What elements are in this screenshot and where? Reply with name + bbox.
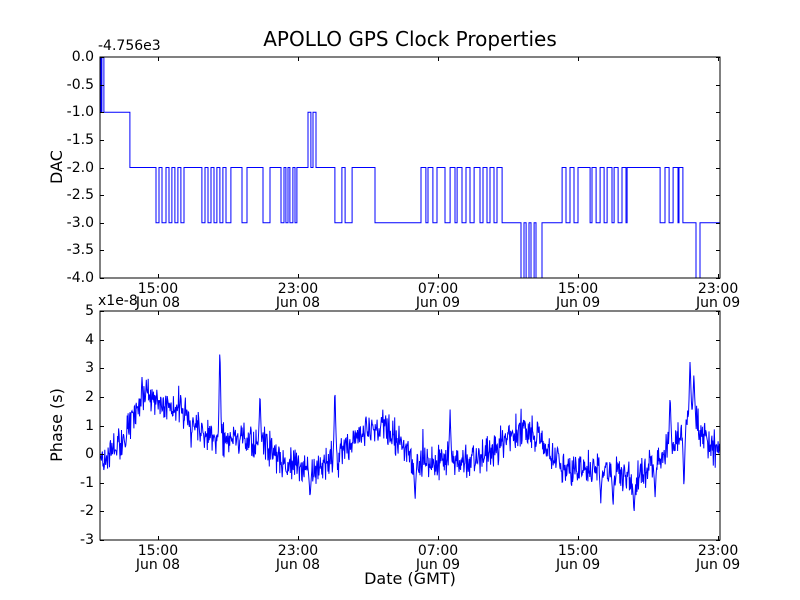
- bottom-y-tick-label-8: -3: [80, 532, 94, 548]
- top-x-tick-label-1: 23:00 Jun 08: [275, 281, 321, 311]
- top-y-tick-label-1: -0.5: [66, 76, 94, 93]
- top-y-tick-label-5: -2.5: [66, 187, 94, 204]
- bottom-y-tick-label-6: -1: [80, 474, 94, 491]
- bottom-x-tick-label-2: 07:00 Jun 09: [415, 543, 461, 573]
- bottom-y-tick-label-1: 4: [85, 331, 94, 348]
- chart-title: APOLLO GPS Clock Properties: [263, 27, 557, 51]
- bottom-x-tick-label-1: 23:00 Jun 08: [275, 543, 321, 573]
- bottom-y-tick-label-0: 5: [85, 303, 94, 319]
- top-y-tick-label-8: -4.0: [66, 270, 94, 286]
- bottom-y-tick-label-3: 2: [85, 388, 94, 405]
- top-y-tick-label-2: -1.0: [66, 104, 94, 121]
- bottom-x-tick-label-4: 23:00 Jun 09: [695, 543, 741, 573]
- bottom-x-tick-label-0: 15:00 Jun 08: [135, 543, 181, 573]
- top-x-tick-label-3: 15:00 Jun 09: [555, 281, 601, 311]
- phase-axis-scale-text: x1e-8: [98, 293, 138, 309]
- dac-axis-offset-text: -4.756e3: [98, 38, 161, 54]
- bottom-y-tick-label-7: -2: [80, 503, 94, 520]
- bottom-y-tick-label-5: 0: [85, 446, 94, 463]
- bottom-y-tick-label-2: 3: [85, 360, 94, 377]
- top-axes-frame: [99, 56, 721, 279]
- top-y-tick-label-6: -3.0: [66, 214, 94, 231]
- dac-series-line: [100, 57, 720, 278]
- top-x-tick-label-0: 15:00 Jun 08: [135, 281, 181, 311]
- top-y-tick-label-0: 0.0: [71, 49, 94, 65]
- bottom-axes-frame: [99, 310, 721, 541]
- phase-series-line: [100, 354, 720, 511]
- bottom-y-tick-label-4: 1: [85, 417, 94, 434]
- top-y-tick-label-7: -3.5: [66, 242, 94, 259]
- top-y-tick-label-3: -1.5: [66, 131, 94, 148]
- top-y-tick-label-4: -2.0: [66, 159, 94, 176]
- bottom-x-tick-label-3: 15:00 Jun 09: [555, 543, 601, 573]
- x-axis-label: Date (GMT): [364, 569, 456, 588]
- top-x-tick-label-4: 23:00 Jun 09: [695, 281, 741, 311]
- top-x-tick-label-2: 07:00 Jun 09: [415, 281, 461, 311]
